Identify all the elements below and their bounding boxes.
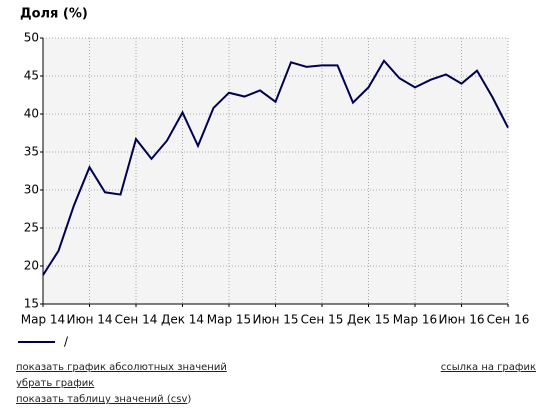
- x-tick-label: Сен 16: [487, 313, 530, 327]
- chart-title: Доля (%): [20, 7, 88, 22]
- y-tick-label: 40: [24, 107, 39, 121]
- data-line: [42, 59, 509, 276]
- x-tick-label: Дек 14: [161, 313, 204, 327]
- link[interactable]: показать таблицу значений (: [16, 394, 171, 405]
- link-row: ссылка на график: [441, 362, 536, 373]
- x-tick-label: Июн 15: [252, 313, 298, 327]
- link-text: ): [187, 394, 192, 405]
- y-tick-label: 15: [24, 297, 39, 311]
- y-tick-label: 20: [24, 259, 39, 273]
- link[interactable]: ссылка на график: [440, 362, 536, 373]
- link[interactable]: показать график абсолютных значений: [16, 362, 227, 373]
- x-tick-label: Мар 14: [21, 313, 65, 327]
- y-tick-label: 45: [24, 69, 39, 83]
- x-tick-label: Мар 16: [393, 313, 437, 327]
- link[interactable]: убрать график: [16, 378, 95, 389]
- legend-label: /: [64, 335, 69, 349]
- y-tick-label: 25: [24, 221, 39, 235]
- y-tick-label: 35: [24, 145, 39, 159]
- link-row: показать таблицу значений (csv): [16, 394, 191, 405]
- x-tick-label: Июн 14: [66, 313, 112, 327]
- y-tick-label: 50: [24, 31, 39, 45]
- link-row: показать график абсолютных значений: [16, 362, 227, 373]
- x-tick-label: Сен 15: [301, 313, 344, 327]
- link[interactable]: csv: [170, 394, 188, 405]
- x-tick-label: Сен 14: [115, 313, 158, 327]
- x-tick-label: Июн 16: [438, 313, 484, 327]
- link-row: убрать график: [16, 378, 94, 389]
- x-tick-label: Дек 15: [347, 313, 390, 327]
- y-tick-label: 30: [24, 183, 39, 197]
- x-tick-label: Мар 15: [207, 313, 251, 327]
